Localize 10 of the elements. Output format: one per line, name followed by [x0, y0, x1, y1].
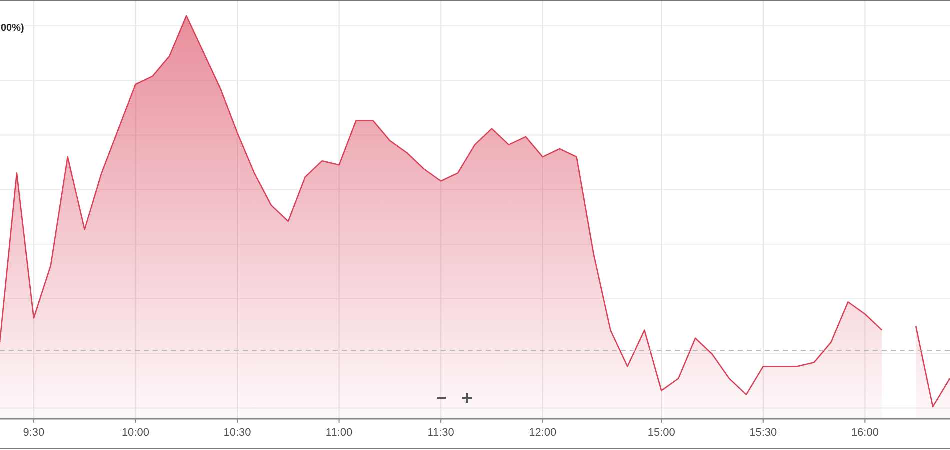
x-tick-label: 10:00 [122, 427, 150, 439]
x-tick-label: 15:30 [750, 427, 778, 439]
x-tick-label: 11:00 [326, 427, 353, 439]
x-tick-label: 10:30 [224, 427, 252, 439]
x-tick-label: 12:00 [529, 427, 557, 439]
x-tick-label: 15:00 [648, 427, 676, 439]
x-tick-label: 11:30 [428, 427, 454, 439]
x-tick-label: 9:30 [23, 427, 45, 439]
x-tick-label: 16:00 [851, 427, 879, 439]
annotation: 00%) [1, 23, 24, 34]
